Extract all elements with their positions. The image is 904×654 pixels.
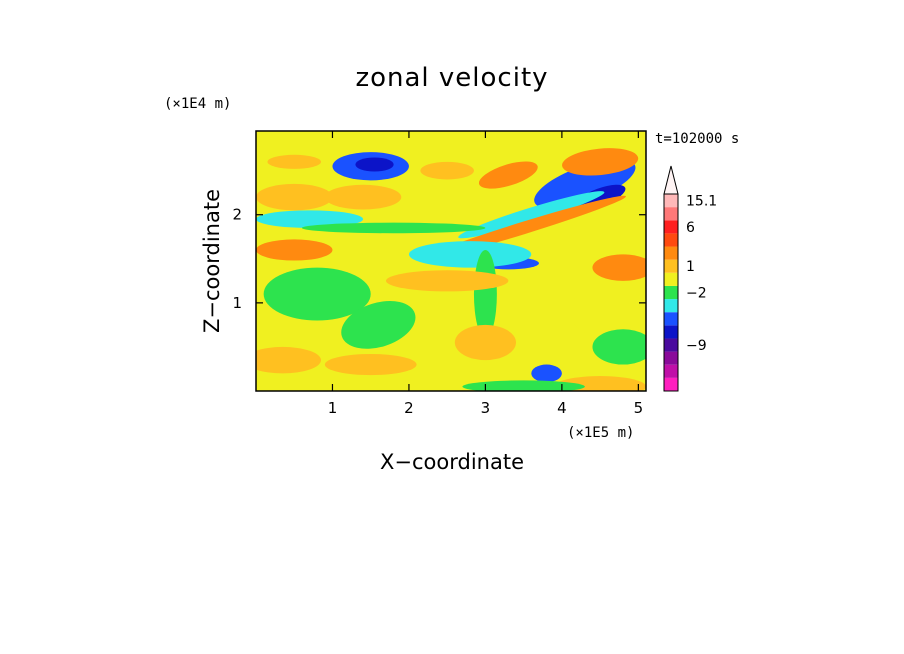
field-contour-0 [267,154,321,169]
colorbar-swatch-5 [664,312,678,326]
field-contour-20 [263,267,371,321]
y-tick-label-0: 1 [232,294,242,312]
colorbar-frame [663,193,679,392]
x-axis: 1 2 3 4 5 [328,131,643,417]
plot-frame [255,130,647,392]
colorbar-swatch-6 [664,299,678,313]
field-contour-4 [478,161,538,189]
colorbar-swatch-2 [664,351,678,365]
colorbar-swatch-7 [664,285,678,300]
field-contour-17 [256,239,333,261]
field-contour-7 [562,148,639,176]
colorbar-swatch-11 [664,233,678,247]
colorbar-swatch-14 [664,194,678,208]
field-contour-25 [256,346,321,374]
plot-area [255,130,647,392]
field-contour-29 [462,380,585,391]
field-contour-12 [256,183,333,211]
colorbar-swatch-4 [664,325,678,339]
colorbar-label-0: 15.1 [686,194,717,210]
field-contour-3 [420,161,474,180]
field-contour-15 [408,241,532,268]
colorbar-label-1: 6 [686,220,695,236]
field-contour-23 [569,285,646,339]
field-contour-21 [341,301,416,349]
x-tick-label-1: 2 [404,399,414,417]
field-contour-11 [301,222,486,234]
x-tick-label-0: 1 [328,399,338,417]
field-contour-26 [324,353,417,376]
colorbar-swatch-9 [664,259,678,273]
field-contour-19 [386,270,509,292]
y-scale-label: (×1E4 m) [164,96,231,112]
colorbar-swatch-13 [664,207,678,221]
y-axis-label: Z−coordinate [200,189,224,333]
y-axis: 12 [232,206,646,312]
field-contour-8 [458,191,605,239]
colorbar-label-4: −9 [686,338,707,354]
colorbar-swatch-3 [664,338,678,352]
colorbar-label-2: 1 [686,259,695,275]
field-contour-22 [454,324,516,361]
field-contour-2 [355,157,394,172]
y-tick-label-1: 2 [232,206,242,224]
field-contour-24 [592,329,646,365]
colorbar-swatch-8 [664,272,678,286]
chart-title: zonal velocity [355,63,548,93]
colorbar-swatch-12 [664,220,678,234]
field-contour-18 [592,254,646,281]
x-axis-label: X−coordinate [380,450,524,474]
x-tick-label-2: 3 [481,399,491,417]
colorbar-swatch-1 [664,364,678,378]
field-contour-27 [531,364,562,383]
field-contour-13 [324,184,402,210]
x-tick-label-3: 4 [557,399,567,417]
x-scale-label: (×1E5 m) [567,425,634,441]
colorbar-swatch-10 [664,246,678,260]
colorbar-label-3: −2 [686,286,707,302]
colorbar: 15.1 6 1 −2 −9 [663,165,717,392]
time-label: t=102000 s [655,131,739,147]
field-contour-10 [256,210,364,228]
x-tick-label-4: 5 [634,399,644,417]
colorbar-swatch-0 [664,377,678,391]
colorbar-extension [663,165,679,195]
